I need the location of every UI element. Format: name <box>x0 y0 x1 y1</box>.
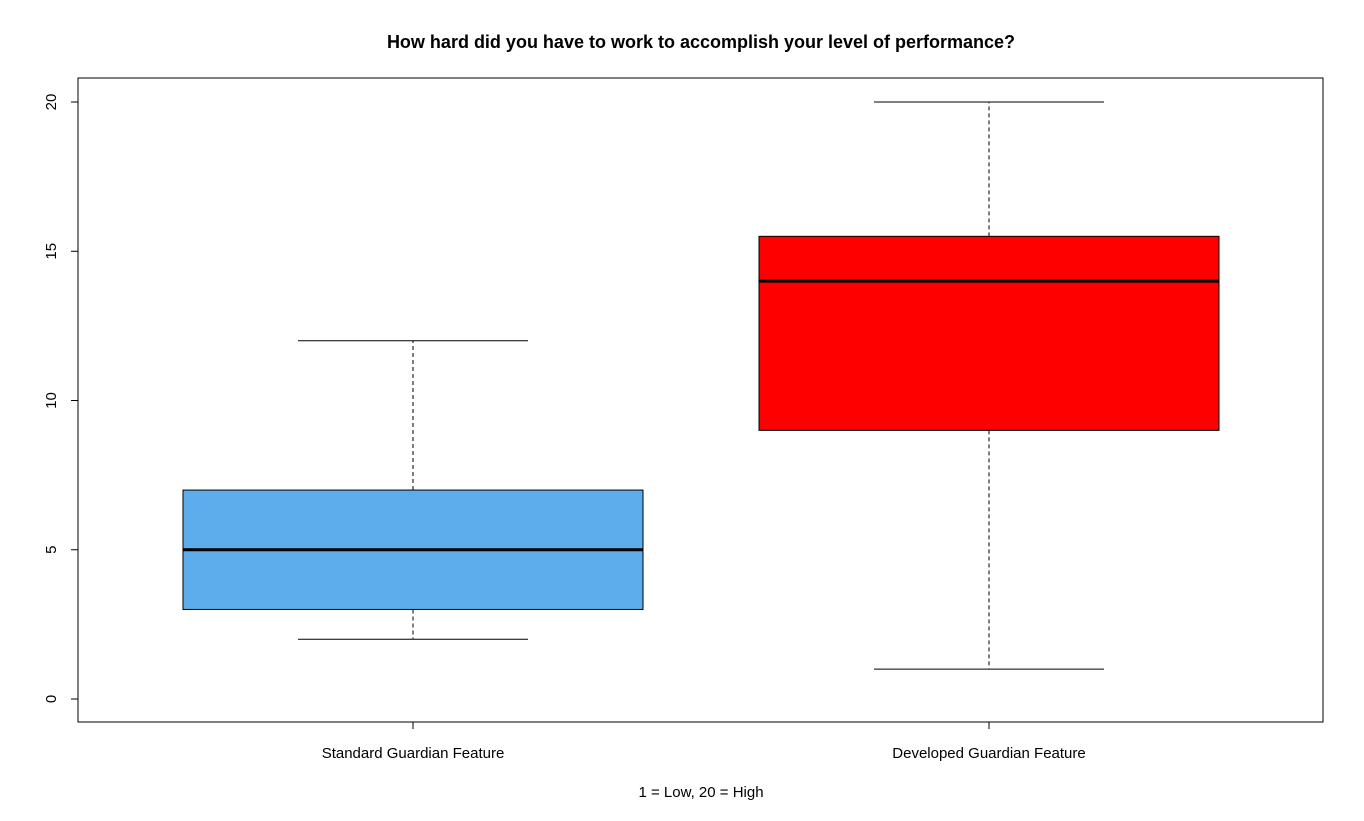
y-tick-label: 5 <box>43 546 60 554</box>
y-axis: 0 5 10 15 20 <box>43 94 79 703</box>
chart-title: How hard did you have to work to accompl… <box>387 32 1015 52</box>
x-axis: Standard Guardian Feature Developed Guard… <box>322 722 1086 762</box>
boxes-group <box>182 101 1220 670</box>
box-2 <box>758 101 1220 670</box>
y-tick-label: 10 <box>43 392 60 409</box>
y-tick-label: 0 <box>43 695 60 703</box>
x-tick-label: Developed Guardian Feature <box>892 745 1085 762</box>
y-tick-label: 20 <box>43 94 60 111</box>
iqr-box <box>758 235 1220 431</box>
x-axis-label: 1 = Low, 20 = High <box>638 784 763 801</box>
box-1 <box>182 340 644 640</box>
y-tick-label: 15 <box>43 243 60 260</box>
x-tick-label: Standard Guardian Feature <box>322 745 505 762</box>
